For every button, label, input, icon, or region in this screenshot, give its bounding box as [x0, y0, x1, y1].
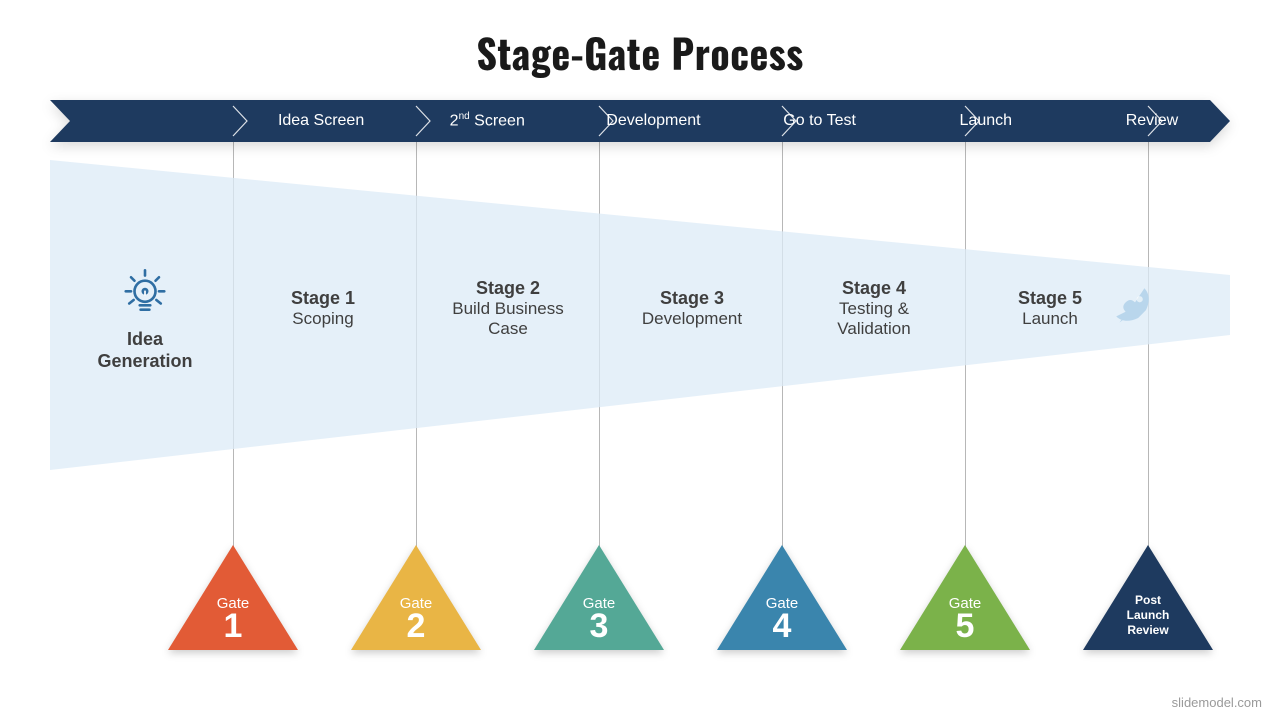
phase-label: 2nd Screen: [399, 111, 565, 130]
stage-block: Stage 4 Testing &Validation: [804, 278, 944, 339]
gate-triangle: Gate 5: [900, 545, 1030, 650]
stage-block: Stage 5 Launch: [990, 288, 1110, 329]
page-title: Stage-Gate Process: [0, 22, 1280, 82]
phase-label: Review: [1064, 112, 1230, 130]
gate-triangle: Gate 4: [717, 545, 847, 650]
stage-block: Stage 1 Scoping: [258, 288, 388, 329]
gate-triangle: Gate 2: [351, 545, 481, 650]
stage-block: Stage 2 Build BusinessCase: [438, 278, 578, 339]
slide: Stage-Gate Process Idea Screen 2nd Scree…: [0, 0, 1280, 720]
rocket-icon: [1110, 282, 1160, 332]
lightbulb-icon: [117, 265, 173, 321]
gate-triangle: Gate 1: [168, 545, 298, 650]
stage-block: Stage 3 Development: [622, 288, 762, 329]
credit-text: slidemodel.com: [1172, 695, 1262, 710]
phase-label: Idea Screen: [233, 112, 399, 130]
idea-generation-block: IdeaGeneration: [90, 265, 200, 372]
phase-label: Development: [565, 112, 731, 130]
phase-label: Go to Test: [732, 112, 898, 130]
gate-triangle-post: PostLaunchReview: [1083, 545, 1213, 650]
gate-row: Gate 1 Gate 2 Gate 3 Gate 4 Gate 5 PostL…: [0, 545, 1280, 665]
gate-triangle: Gate 3: [534, 545, 664, 650]
phase-banner-labels: Idea Screen 2nd Screen Development Go to…: [50, 100, 1230, 142]
phase-label: Launch: [898, 112, 1064, 130]
